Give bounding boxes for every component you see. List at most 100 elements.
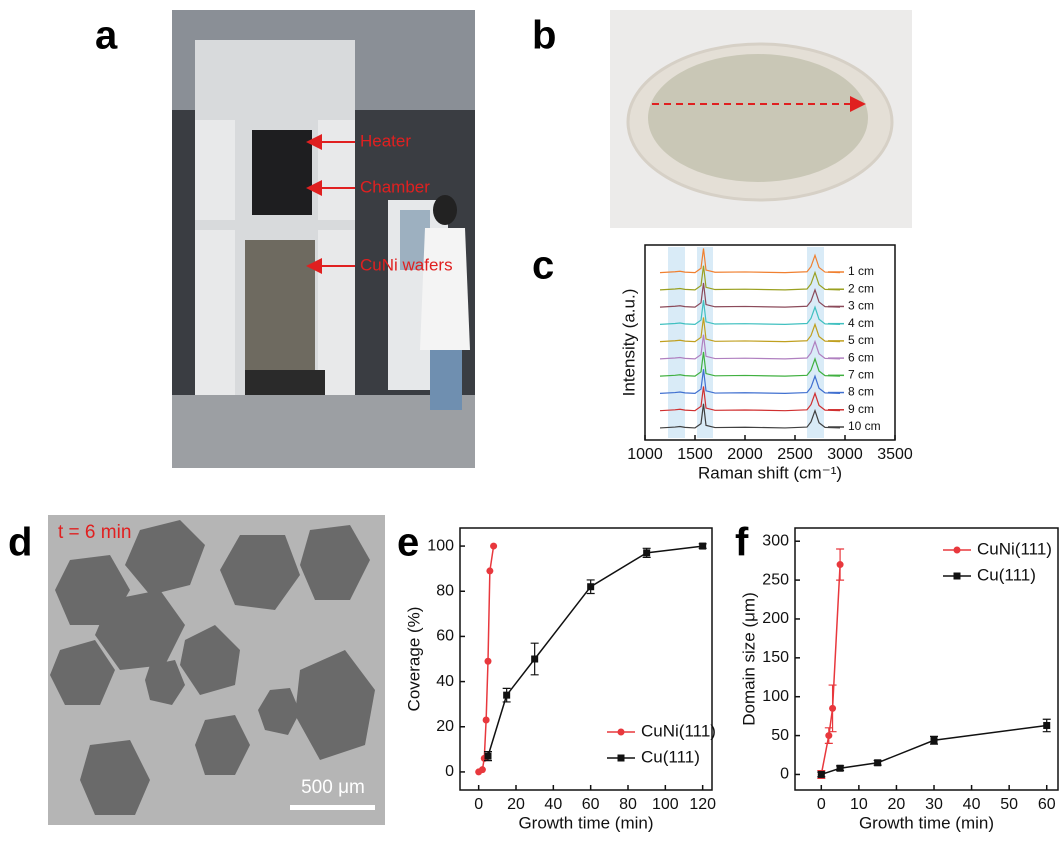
legend-label: 8 cm: [848, 385, 874, 399]
x-tick-label: 40: [963, 796, 981, 813]
panel-label: c: [532, 244, 554, 288]
y-tick-label: 100: [427, 537, 454, 554]
x-tick-label: 1500: [677, 446, 713, 463]
data-point: [836, 561, 844, 569]
data-point: [482, 716, 490, 724]
panel-label: d: [8, 521, 32, 565]
legend-label: CuNi(111): [641, 721, 716, 740]
legend-label: 6 cm: [848, 350, 874, 364]
legend-label: 4 cm: [848, 316, 874, 330]
plot-frame: [794, 527, 1059, 791]
series-line: [659, 334, 841, 360]
data-point: [836, 764, 844, 772]
data-point: [587, 583, 595, 591]
x-tick-label: 0: [474, 796, 483, 813]
annotation: CuNi wafers: [360, 255, 453, 274]
legend-marker: [617, 728, 625, 736]
series-line: [659, 300, 841, 325]
y-tick-label: 20: [436, 718, 454, 735]
series-line: [659, 403, 841, 429]
data-point: [1043, 721, 1051, 729]
photo-b: [610, 10, 912, 228]
series-line: [487, 545, 703, 757]
legend-label: 10 cm: [848, 419, 881, 433]
legend-label: 1 cm: [848, 264, 874, 278]
x-tick-label: 40: [544, 796, 562, 813]
data-point: [829, 704, 837, 712]
x-tick-label: 20: [888, 796, 906, 813]
series-line: [821, 724, 1047, 776]
x-tick-label: 3500: [877, 446, 913, 463]
series-line: [659, 386, 841, 412]
panel-label: f: [735, 521, 749, 565]
x-tick-label: 30: [925, 796, 943, 813]
x-tick-label: 2500: [777, 446, 813, 463]
annotation: Chamber: [360, 177, 430, 196]
y-tick-label: 40: [436, 673, 454, 690]
legend-label: 9 cm: [848, 402, 874, 416]
panel-label: a: [95, 14, 118, 58]
data-point: [699, 542, 707, 550]
data-point: [817, 770, 825, 778]
series-line: [659, 317, 841, 343]
legend-label: 5 cm: [848, 333, 874, 347]
legend-label: 3 cm: [848, 299, 874, 313]
x-tick-label: 3000: [827, 446, 863, 463]
y-tick-label: 150: [762, 649, 789, 666]
y-tick-label: 80: [436, 582, 454, 599]
data-point: [503, 691, 511, 699]
plot-frame: [644, 244, 896, 441]
annotation-arrows: [306, 134, 355, 274]
legend-label: Cu(111): [977, 565, 1036, 584]
highlight-band: [668, 247, 685, 438]
series-line: [659, 369, 841, 395]
y-tick-label: 100: [762, 688, 789, 705]
data-point: [490, 542, 498, 550]
annotation: t = 6 min: [58, 522, 131, 543]
data-point: [486, 567, 494, 575]
series-line: [820, 564, 841, 775]
x-axis-label: Growth time (min): [859, 813, 994, 832]
legend-marker: [953, 546, 961, 554]
legend-label: CuNi(111): [977, 539, 1052, 558]
legend-marker: [617, 754, 625, 762]
y-tick-label: 50: [771, 727, 789, 744]
data-point: [874, 759, 882, 767]
x-tick-label: 0: [817, 796, 826, 813]
x-tick-label: 10: [850, 796, 868, 813]
x-tick-label: 2000: [727, 446, 763, 463]
data-point: [643, 549, 651, 557]
y-axis-label: Domain size (μm): [739, 592, 758, 726]
x-tick-label: 80: [619, 796, 637, 813]
y-tick-label: 0: [445, 763, 454, 780]
data-point: [825, 732, 833, 740]
y-tick-label: 300: [762, 532, 789, 549]
y-axis-label: Intensity (a.u.): [619, 289, 638, 397]
annotation: Heater: [360, 131, 411, 150]
series-line: [659, 282, 841, 308]
x-axis-label: Growth time (min): [518, 813, 653, 832]
data-point: [531, 655, 539, 663]
x-tick-label: 60: [1038, 796, 1056, 813]
legend-marker: [953, 572, 961, 580]
photo-d: [48, 515, 385, 825]
x-tick-label: 1000: [627, 446, 663, 463]
plot-frame: [459, 527, 713, 791]
panel-label: b: [532, 14, 556, 58]
series-line: [659, 248, 841, 274]
series-line: [659, 351, 841, 377]
panel-label: e: [397, 521, 419, 565]
x-tick-label: 60: [582, 796, 600, 813]
photo-a: [172, 10, 475, 468]
series-line: [659, 265, 841, 291]
legend-label: 7 cm: [848, 368, 874, 382]
data-point: [484, 657, 492, 665]
data-point: [484, 752, 492, 760]
y-tick-label: 200: [762, 610, 789, 627]
data-point: [478, 766, 486, 774]
legend-label: 2 cm: [848, 281, 874, 295]
y-tick-label: 60: [436, 628, 454, 645]
x-tick-label: 100: [652, 796, 679, 813]
x-tick-label: 20: [507, 796, 525, 813]
